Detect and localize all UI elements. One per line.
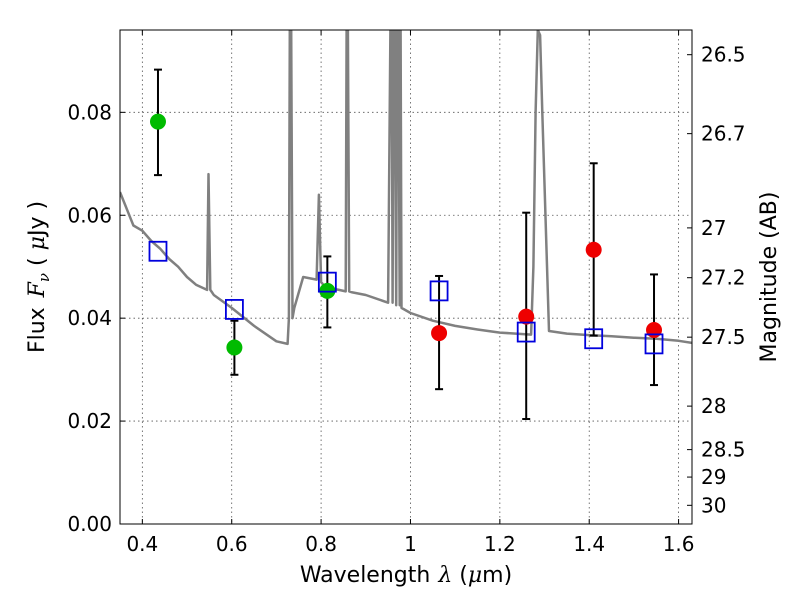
x-tick-label: 1.4: [573, 532, 605, 556]
model-point: [224, 299, 244, 320]
magnitude-tick-label: 26.5: [701, 43, 746, 67]
x-axis-label-text: Wavelength: [300, 563, 431, 588]
x-tick-label: 0.6: [216, 532, 248, 556]
x-axis-label-unit-open: (: [452, 563, 468, 588]
y-axis-label-unit-close: Jy ): [25, 201, 50, 238]
x-axis-label: Wavelength λ (μm): [300, 563, 512, 588]
markers: [148, 113, 664, 356]
y-axis-label-unit-mu: μ: [25, 236, 50, 250]
y-axis-label-sub: ν: [35, 273, 53, 282]
x-tick-label: 1.6: [663, 532, 695, 556]
magnitude-tick-label: 27.2: [701, 266, 746, 290]
magnitude-tick-label: 29: [701, 465, 726, 489]
magnitude-tick-label: 27.5: [701, 325, 746, 349]
error-bars: [153, 68, 659, 421]
x-tick-label: 1: [404, 532, 417, 556]
data-point: [585, 241, 602, 258]
model-point: [516, 321, 536, 343]
x-ticks: 0.4 0.6 0.8 1 1.2 1.4 1.6: [126, 30, 695, 556]
model-spectrum: [120, 30, 692, 346]
data-point: [518, 308, 535, 325]
data-point: [226, 339, 243, 356]
magnitude-ticks: 26.5 26.7 27 27.2 27.5 28 28.5 29 30: [687, 43, 746, 517]
y-tick-label: 0.00: [67, 512, 112, 536]
y-tick-label: 0.04: [67, 306, 112, 330]
model-point: [429, 280, 449, 302]
magnitude-tick-label: 27: [701, 216, 726, 240]
magnitude-tick-label: 26.7: [701, 122, 746, 146]
x-axis-label-symbol: λ: [437, 563, 452, 588]
model-point: [317, 271, 337, 293]
magnitude-tick-label: 30: [701, 493, 726, 517]
x-tick-label: 0.4: [126, 532, 158, 556]
x-axis-label-unit-close: m): [482, 563, 512, 588]
magnitude-tick-label: 28.5: [701, 438, 746, 462]
x-tick-label: 1.2: [484, 532, 516, 556]
data-point: [149, 113, 166, 130]
model-point: [584, 328, 604, 350]
y-axis-label-unit-open: (: [25, 250, 50, 273]
grid: [120, 30, 692, 524]
magnitude-axis-label: Magnitude (AB): [757, 192, 782, 363]
y-axis-label-symbol: F: [25, 281, 50, 298]
y-tick-label: 0.08: [67, 100, 112, 124]
y-axis-label-text: Flux: [25, 307, 50, 353]
model-point: [644, 333, 664, 355]
x-tick-label: 0.8: [305, 532, 337, 556]
x-axis-label-unit-mu: μ: [468, 563, 482, 588]
spectrum-line: [120, 30, 692, 346]
y-axis-label: Flux Fν ( μJy ): [25, 201, 53, 353]
magnitude-tick-label: 28: [701, 394, 726, 418]
y-tick-label: 0.02: [67, 409, 112, 433]
model-point: [148, 240, 168, 262]
y-tick-label: 0.06: [67, 203, 112, 227]
y-ticks: 0.00 0.02 0.04 0.06 0.08: [67, 100, 125, 536]
data-point: [431, 325, 448, 342]
plot-frame: [119, 29, 693, 525]
